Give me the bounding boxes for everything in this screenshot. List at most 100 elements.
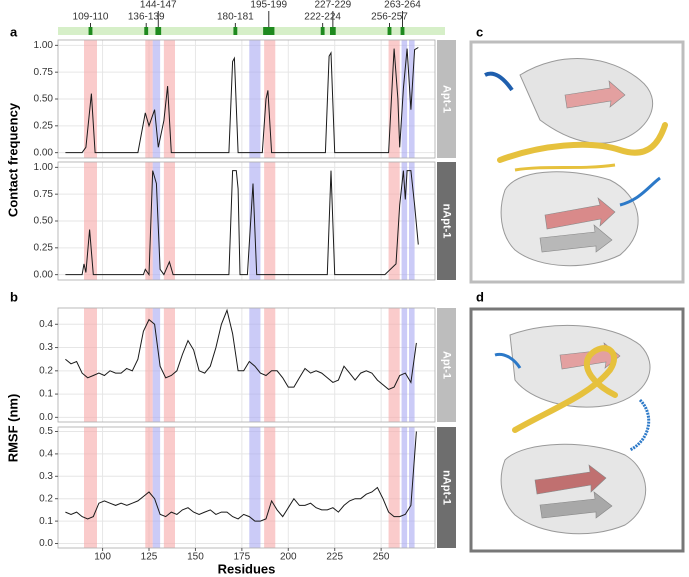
facet-strip — [437, 40, 456, 158]
beta-sheet — [539, 224, 613, 253]
facet: 0.00 0.25 0.50 0.75 1.00 nApt-1 — [34, 161, 456, 281]
x-tick-label: 150 — [187, 552, 204, 563]
highlight-region — [152, 427, 161, 548]
binding-label: 144-147 — [140, 0, 177, 11]
highlight-region — [409, 162, 415, 280]
highlight-region — [84, 427, 97, 548]
y-axis-label: Contact frequency — [5, 102, 20, 217]
binding-label: 256-257 — [371, 12, 408, 23]
x-tick-label: 175 — [234, 552, 251, 563]
y-tick-label: 0.2 — [39, 493, 53, 504]
highlight-region — [264, 308, 276, 422]
structure-d — [469, 307, 685, 553]
highlight-region — [163, 308, 175, 422]
aptamer — [514, 163, 616, 172]
binding-tick — [387, 27, 392, 35]
y-tick-label: 0.00 — [34, 147, 54, 158]
panel-letter: c — [476, 24, 483, 39]
highlight-region — [145, 162, 153, 280]
highlight-region — [84, 162, 97, 280]
highlight-region — [152, 40, 161, 158]
plot-border — [57, 426, 436, 549]
y-tick-label: 0.3 — [39, 471, 53, 482]
y-tick-label: 0.50 — [34, 94, 54, 105]
facet-strip — [437, 162, 456, 280]
y-axis-label: RMSF (nm) — [5, 394, 20, 463]
binding-label: 136-139 — [128, 12, 165, 23]
highlight-region — [388, 308, 400, 422]
binding-tick — [233, 27, 238, 35]
facet: 0.0 0.1 0.2 0.3 0.4 0.5 nApt-1 — [39, 426, 456, 549]
binding-label: 195-199 — [250, 0, 287, 11]
highlight-region — [401, 427, 408, 548]
x-tick-label: 100 — [94, 552, 111, 563]
highlight-region — [145, 427, 153, 548]
highlight-region — [152, 308, 161, 422]
highlight-region — [84, 308, 97, 422]
contact-loop — [484, 71, 514, 92]
binding-tick — [330, 27, 336, 35]
highlight-region — [145, 308, 153, 422]
panel-letter: d — [476, 289, 484, 304]
highlight-region — [264, 40, 276, 158]
data-line — [65, 431, 417, 522]
highlight-region — [145, 40, 153, 158]
highlight-region — [249, 427, 261, 548]
data-line — [65, 308, 417, 390]
binding-tick — [155, 27, 162, 35]
binding-tick — [263, 27, 275, 35]
highlight-region — [409, 308, 415, 422]
highlight-region — [401, 40, 408, 158]
x-tick-label: 125 — [141, 552, 158, 563]
binding-label: 222-224 — [304, 12, 341, 23]
plot-area — [58, 427, 435, 548]
aptamer — [497, 122, 668, 163]
highlight-region — [388, 162, 400, 280]
beta-sheet — [534, 464, 607, 495]
y-tick-label: 0.50 — [34, 216, 54, 227]
beta-sheet — [544, 197, 616, 230]
highlight-region — [152, 162, 161, 280]
highlight-region — [264, 162, 276, 280]
facet-strip-label: Apt-1 — [441, 85, 453, 113]
facet-strip — [437, 427, 456, 548]
beta-sheet — [564, 80, 626, 109]
contact-loop — [494, 352, 522, 369]
highlight-region — [401, 162, 408, 280]
highlight-region — [264, 427, 276, 548]
facet: 0.0 0.1 0.2 0.3 0.4 Apt-1 — [39, 307, 456, 423]
highlight-region — [163, 40, 175, 158]
y-tick-label: 0.00 — [34, 269, 54, 280]
panel-letter: a — [10, 24, 18, 39]
binding-label: 180-181 — [217, 12, 254, 23]
data-line — [65, 47, 419, 154]
y-tick-label: 1.00 — [34, 162, 54, 173]
binding-label: 109-110 — [73, 12, 109, 23]
panel-letter: b — [10, 289, 18, 304]
protein-domain — [500, 443, 647, 535]
x-tick-label: 250 — [373, 552, 390, 563]
facet-strip-label: nApt-1 — [441, 470, 453, 505]
y-tick-label: 0.75 — [34, 67, 54, 78]
highlight-region — [388, 40, 400, 158]
data-line — [65, 170, 419, 277]
y-tick-label: 0.5 — [39, 426, 53, 437]
facet: 0.00 0.25 0.50 0.75 1.00 Apt-1 — [34, 39, 456, 159]
binding-tick — [88, 27, 93, 35]
x-tick-label: 225 — [326, 552, 343, 563]
y-tick-label: 0.1 — [39, 516, 53, 527]
highlight-region — [163, 427, 175, 548]
y-tick-label: 0.25 — [34, 242, 54, 253]
y-tick-label: 0.4 — [39, 319, 53, 330]
facet-strip-label: Apt-1 — [441, 351, 453, 379]
highlight-region — [388, 427, 400, 548]
x-axis-label: Residues — [218, 561, 276, 576]
y-tick-label: 0.1 — [39, 389, 53, 400]
y-tick-label: 0.25 — [34, 120, 54, 131]
binding-tick — [320, 27, 325, 35]
binding-tick — [400, 27, 405, 35]
y-tick-label: 1.00 — [34, 40, 54, 51]
y-tick-label: 0.0 — [39, 538, 53, 549]
binding-label: 263-264 — [384, 0, 421, 11]
